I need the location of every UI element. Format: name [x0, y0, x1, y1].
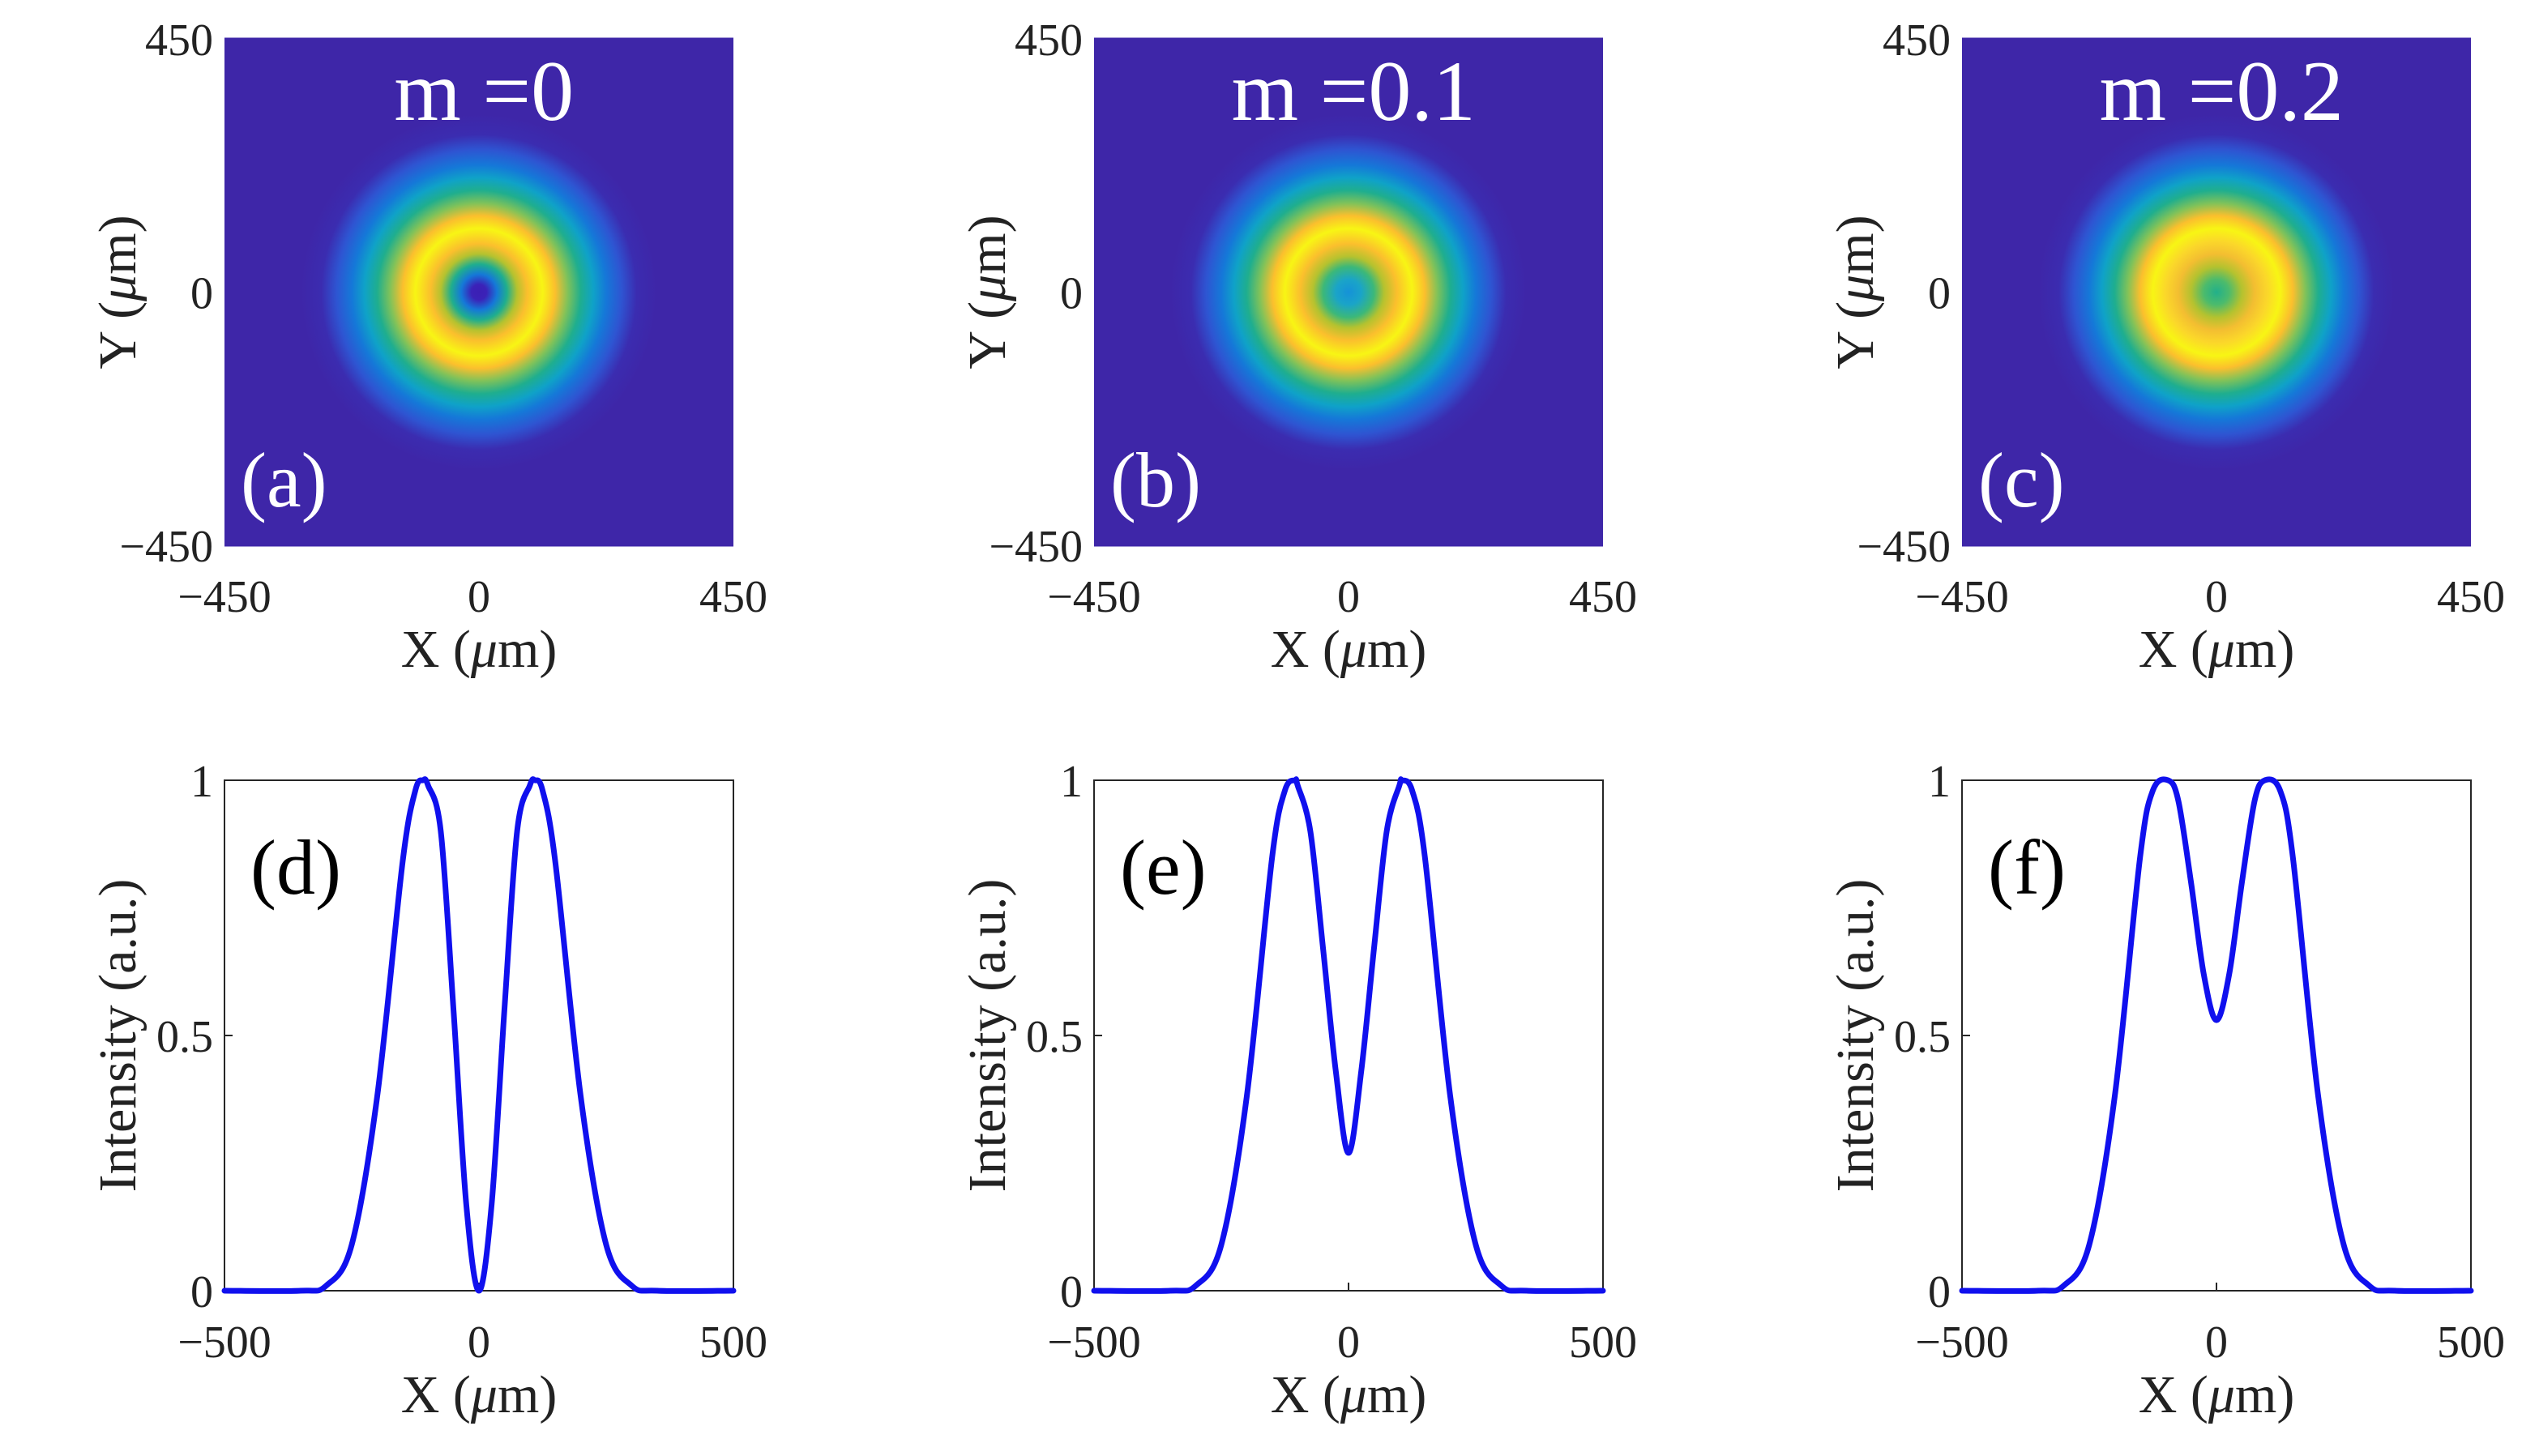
x-tick-label: 0: [2205, 1317, 2228, 1368]
y-tick-label: −450: [1857, 522, 1951, 572]
intensity-profile-line: [221, 776, 737, 1294]
m-value-title: m =0: [394, 44, 574, 139]
y-tick-label: −450: [119, 522, 213, 572]
x-tick-label: 0: [2205, 572, 2228, 622]
y-axis-label: Intensity (a.u.): [958, 879, 1017, 1193]
intensity-ring: [1962, 37, 2471, 547]
y-axis-label: Y (μm): [1826, 215, 1885, 369]
x-tick-label: 500: [2437, 1317, 2505, 1368]
panel-label: (a): [241, 437, 327, 523]
y-tick-label: 0: [1928, 269, 1951, 319]
y-tick-label: 1: [1928, 757, 1951, 807]
x-axis-label: X (μm): [2139, 620, 2295, 679]
plot-frame: [1093, 779, 1604, 1292]
y-axis-label: Intensity (a.u.): [1826, 879, 1885, 1193]
y-axis-label: Intensity (a.u.): [88, 879, 147, 1193]
y-tick-label: −450: [989, 522, 1083, 572]
x-axis-label: X (μm): [401, 620, 558, 679]
x-tick-label: −450: [1915, 572, 2009, 622]
x-tick-label: −450: [177, 572, 271, 622]
y-tick-label: 0: [190, 1267, 213, 1317]
m-value-title: m =0.1: [1232, 44, 1476, 139]
x-tick-label: 500: [1569, 1317, 1637, 1368]
heatmap-panel-2: −450 0 450 450 0 −450 X (μm) Y (μm) m =0.2 (c): [1826, 15, 2505, 679]
panel-label: (e): [1120, 824, 1207, 911]
y-axis-label: Y (μm): [958, 215, 1017, 369]
y-tick-label: 450: [145, 15, 213, 66]
panel-label: (d): [250, 824, 341, 911]
x-tick-label: 0: [1337, 1317, 1360, 1368]
y-tick-label: 1: [1060, 757, 1083, 807]
y-axis-label: Y (μm): [88, 215, 147, 369]
x-tick-label: 500: [699, 1317, 767, 1368]
intensity-ring: [1094, 37, 1603, 547]
panel-label: (f): [1988, 824, 2066, 911]
x-tick-label: −500: [1915, 1317, 2009, 1368]
x-tick-label: 0: [1337, 572, 1360, 622]
intensity-profile-line: [1959, 776, 2474, 1294]
x-tick-label: 450: [2437, 572, 2505, 622]
panel-label: (c): [1978, 437, 2065, 523]
x-axis-label: X (μm): [401, 1365, 558, 1424]
panel-label: (b): [1110, 437, 1201, 523]
y-tick-label: 0.5: [1894, 1012, 1951, 1062]
plot-frame: [224, 779, 734, 1292]
y-tick-label: 0.5: [156, 1012, 213, 1062]
intensity-profile-line: [1091, 776, 1606, 1294]
y-tick-label: 450: [1015, 15, 1083, 66]
y-tick-label: 0: [1928, 1267, 1951, 1317]
x-tick-label: 0: [468, 1317, 490, 1368]
x-tick-label: 450: [699, 572, 767, 622]
heatmap-panel-0: −450 0 450 450 0 −450 X (μm) Y (μm) m =0 (a): [88, 15, 767, 679]
intensity-ring: [224, 37, 733, 547]
x-tick-label: −450: [1047, 572, 1141, 622]
x-axis-label: X (μm): [2139, 1365, 2295, 1424]
m-value-title: m =0.2: [2100, 44, 2344, 139]
x-tick-label: −500: [177, 1317, 271, 1368]
x-tick-label: 0: [468, 572, 490, 622]
y-tick-label: 0: [1060, 1267, 1083, 1317]
y-tick-label: 1: [190, 757, 213, 807]
x-axis-label: X (μm): [1271, 1365, 1427, 1424]
y-tick-label: 450: [1883, 15, 1951, 66]
x-tick-label: −500: [1047, 1317, 1141, 1368]
x-tick-label: 450: [1569, 572, 1637, 622]
y-tick-label: 0: [190, 269, 213, 319]
x-axis-label: X (μm): [1271, 620, 1427, 679]
heatmap-panel-1: −450 0 450 450 0 −450 X (μm) Y (μm) m =0.1 (b): [958, 15, 1637, 679]
y-tick-label: 0.5: [1026, 1012, 1083, 1062]
y-tick-label: 0: [1060, 269, 1083, 319]
